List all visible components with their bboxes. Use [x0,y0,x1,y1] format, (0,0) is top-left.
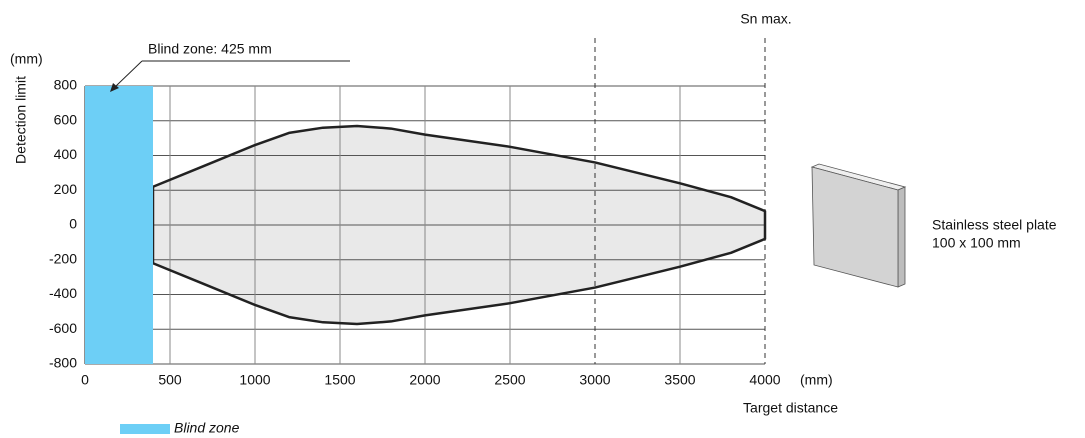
x-tick-label: 4000 [749,372,780,388]
y-tick-label: 400 [54,146,78,162]
legend-swatch [120,424,170,434]
plate-edge [897,186,906,288]
annotation-arrow [110,83,119,92]
target-label: Stainless steel plate [932,217,1057,233]
legend-label: Blind zone [174,420,240,436]
plate-face [811,166,899,288]
x-tick-label: 3500 [664,372,695,388]
sn-max-label: Sn max. [740,11,791,27]
x-unit: (mm) [800,372,833,388]
x-tick-label: 1000 [239,372,270,388]
detection-outline [151,124,767,326]
y-tick-label: 800 [54,77,78,93]
y-tick-label: -400 [49,285,77,301]
blind-zone [85,86,153,364]
x-tick-label: 2500 [494,372,525,388]
plot-layer: -800 -600 -400 -200 0 200 400 600 800 0 500 1000 150… [49,38,781,434]
x-axis-label: Target distance [743,400,838,416]
x-tick-label: 0 [81,372,89,388]
y-tick-label: -800 [49,355,77,371]
y-tick-label: -200 [49,250,77,266]
blind-zone-annotation: Blind zone: 425 mm [148,41,272,57]
y-tick-label: -600 [49,320,77,336]
target-label: 100 x 100 mm [932,235,1021,251]
y-tick-label: 200 [54,181,78,197]
x-tick-label: 2000 [409,372,440,388]
y-tick-label: 0 [69,216,77,232]
y-axis-label: Detection limit [13,76,29,164]
annotation-leader [115,60,143,87]
x-tick-label: 500 [158,372,182,388]
target-plate [810,163,907,288]
y-tick-label: 600 [54,111,78,127]
x-tick-label: 1500 [324,372,355,388]
y-unit: (mm) [10,51,43,67]
x-tick-label: 3000 [579,372,610,388]
